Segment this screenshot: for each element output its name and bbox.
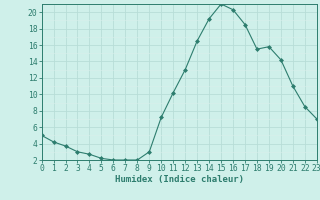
X-axis label: Humidex (Indice chaleur): Humidex (Indice chaleur) <box>115 175 244 184</box>
